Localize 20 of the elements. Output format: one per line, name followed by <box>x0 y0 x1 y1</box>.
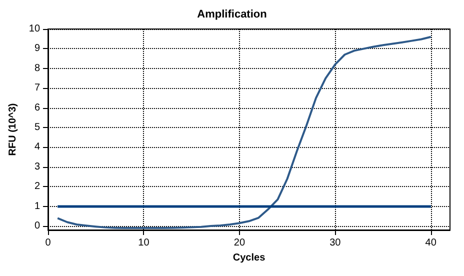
x-tick-label: 40 <box>425 238 437 248</box>
x-tick-label: 10 <box>138 238 150 248</box>
y-tick-label: 8 <box>34 62 40 74</box>
y-tick-label: 0 <box>34 220 40 232</box>
y-tick-label: 10 <box>28 24 40 34</box>
x-tick-label: 30 <box>330 238 342 248</box>
x-tick-label: 20 <box>234 238 246 248</box>
chart-title: Amplification <box>197 8 268 20</box>
y-tick-label: 2 <box>34 181 40 192</box>
y-tick-label: 5 <box>34 122 40 134</box>
y-tick-label: 3 <box>34 161 40 172</box>
y-tick-label: 6 <box>34 102 40 114</box>
x-axis-title: Cycles <box>232 252 266 264</box>
y-tick-label: 4 <box>34 142 40 153</box>
y-tick-label: 9 <box>34 43 40 54</box>
y-tick-label: 7 <box>34 82 40 94</box>
x-tick-label: 0 <box>45 238 52 248</box>
line-series <box>56 36 432 230</box>
y-tick-label: 1 <box>34 200 40 212</box>
y-axis-title: RFU (10^3) <box>8 103 18 156</box>
